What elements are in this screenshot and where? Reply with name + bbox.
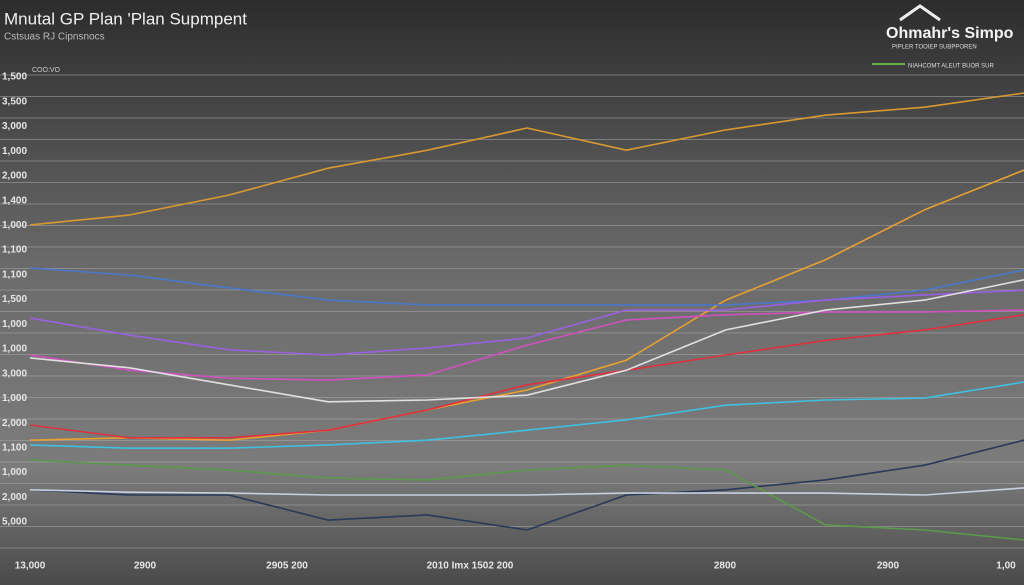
x-tick-label: 1,00 [996, 561, 1016, 572]
y-tick-label: 3,000 [2, 368, 27, 379]
logo-roof [899, 4, 941, 22]
y-tick-label: 3,000 [2, 121, 27, 132]
y-tick-label: 1,100 [2, 269, 27, 280]
y-tick-label: 2,000 [2, 418, 27, 429]
x-tick-label: 2900 [134, 561, 157, 572]
y-tick-label: 1,500 [2, 72, 27, 83]
y-tick-label: 1,000 [2, 319, 27, 330]
chart-subtitle: Cstsuas RJ Cipnsnocs [4, 32, 105, 43]
x-tick-label: 2905 200 [266, 561, 308, 572]
x-tick-label: 2800 [714, 561, 737, 572]
series-line [29, 309, 1024, 381]
chart-title: Mnutal GP Plan 'Plan Supmpent [4, 9, 247, 28]
y-tick-label: 1,000 [2, 467, 27, 478]
y-tick-label: 2,000 [2, 492, 27, 503]
series-line [29, 487, 1024, 496]
y-tick-label: 1,100 [2, 442, 27, 453]
axis-note: COO:VO [32, 67, 61, 74]
logo-tagline: PIPLER TOOIEP SUBPPOREN [892, 45, 977, 51]
series-line [29, 314, 1024, 439]
x-tick-label: 13,000 [15, 561, 46, 572]
x-tick-label: 2900 [877, 561, 900, 572]
y-tick-label: 1,000 [2, 344, 27, 355]
series-line [29, 267, 1024, 306]
logo: Ohmahr's Simpo [886, 25, 1014, 42]
y-tick-label: 1,000 [2, 146, 27, 157]
y-tick-label: 3,500 [2, 96, 27, 107]
series-line [29, 381, 1024, 449]
series-line [29, 459, 1024, 541]
y-tick-label: 1,400 [2, 195, 27, 206]
y-tick-label: 5,000 [2, 517, 27, 528]
x-tick-label: 2010 Imx 1502 200 [427, 561, 514, 572]
y-tick-label: 1,100 [2, 245, 27, 256]
series-line [29, 439, 1024, 531]
y-tick-label: 1,000 [2, 220, 27, 231]
series-line [29, 289, 1024, 356]
series-line [29, 92, 1024, 226]
legend-text: NIAHCOMT ALEUT BUOR SUR [908, 64, 994, 70]
y-tick-label: 1,000 [2, 393, 27, 404]
series-line [29, 169, 1024, 441]
series-line [29, 279, 1024, 403]
y-tick-label: 1,500 [2, 294, 27, 305]
y-tick-label: 2,000 [2, 171, 27, 182]
